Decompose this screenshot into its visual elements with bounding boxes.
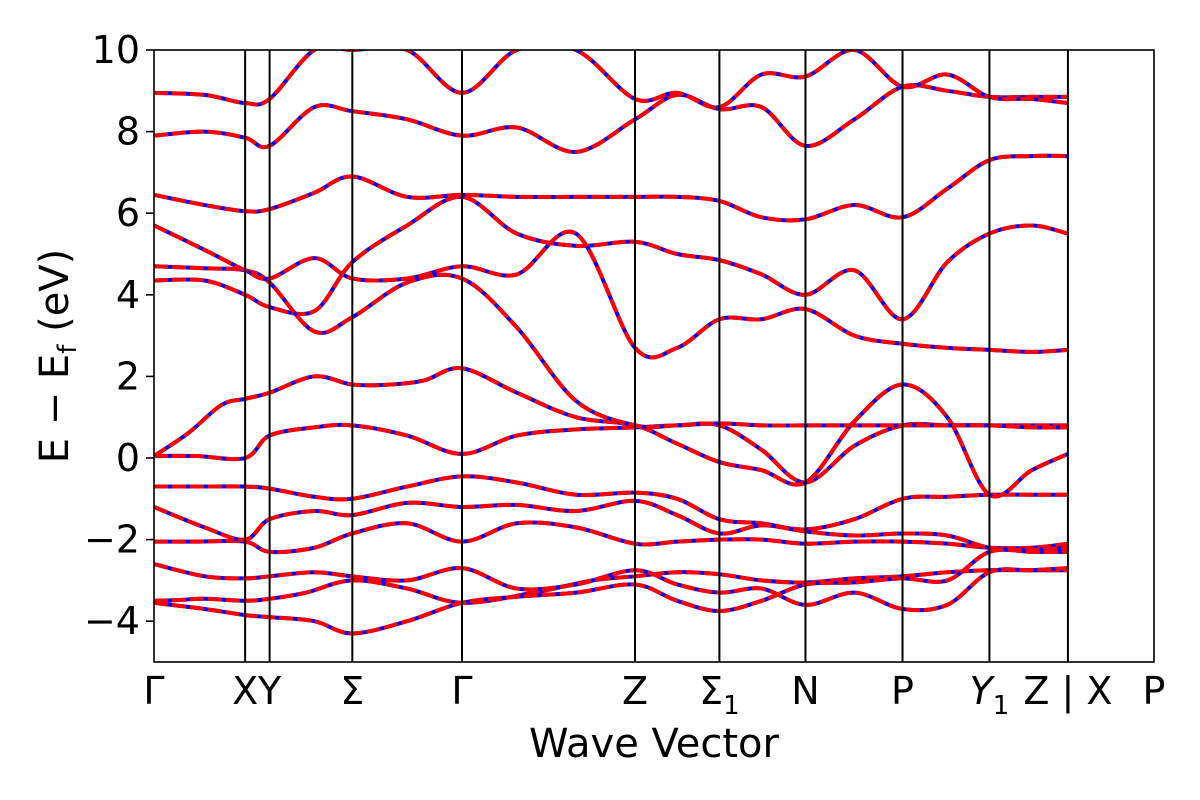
band-curves (154, 50, 1069, 636)
x-tick-label-4: Γ (451, 669, 472, 713)
band-line-6-red (154, 264, 1068, 430)
band-line-4-red (154, 366, 1069, 499)
y-tick-label-3: 2 (116, 354, 140, 398)
y-tick-label-5: 6 (116, 191, 140, 235)
x-tick-label-11: P (1143, 669, 1166, 713)
band-line-13-red (154, 547, 1068, 636)
x-tick-label-5: Z (622, 669, 648, 713)
x-tick-label-10: Z | X (1023, 669, 1112, 714)
band-line-9-red (154, 50, 1069, 110)
y-tick-label-7: 10 (92, 28, 140, 72)
band-line-10-blue (154, 223, 1069, 360)
y-tick-label-0: −4 (84, 599, 140, 643)
x-tick-label-7: N (791, 669, 819, 713)
x-axis-title: Wave Vector (529, 721, 780, 767)
band-line-7-blue (154, 153, 1068, 223)
x-tick-label-9: Y1 (970, 669, 1010, 721)
y-axis-title-unit: (eV) (32, 249, 78, 345)
band-line-10-red (154, 223, 1069, 360)
high-symmetry-lines (244, 50, 1069, 662)
y-tick-label-2: 0 (116, 436, 140, 480)
x-tick-label-2: Y (257, 669, 282, 713)
band-line-8-red (154, 83, 1068, 155)
band-line-8-blue (154, 83, 1068, 155)
y-tick-label-1: −2 (84, 518, 140, 562)
y-axis-ticks: −4 −2 0 2 4 6 8 10 (84, 28, 154, 643)
band-line-1-red (154, 520, 1069, 555)
x-tick-label-8: P (891, 669, 914, 713)
band-line-3-blue (154, 421, 1068, 485)
x-axis-ticks: Γ X Y Σ Γ Z Σ1 N P Y1 Z | X P (143, 669, 1165, 721)
plot-frame (153, 49, 1155, 663)
band-line-7-red (154, 153, 1068, 223)
y-tick-label-4: 4 (116, 273, 140, 317)
x-tick-label-6: Σ1 (699, 669, 740, 721)
x-tick-label-0: Γ (143, 669, 164, 713)
band-line-13-blue (154, 547, 1068, 636)
x-tick-label-3: Σ (340, 669, 364, 713)
x-tick-label-1: X (232, 669, 258, 713)
y-tick-label-6: 8 (116, 110, 140, 154)
y-axis-title-sub: f (53, 344, 83, 354)
y-axis-title-main: E − E (32, 354, 78, 464)
y-axis-title: E − Ef (eV) (32, 249, 83, 464)
band-line-0-red (154, 568, 1068, 605)
